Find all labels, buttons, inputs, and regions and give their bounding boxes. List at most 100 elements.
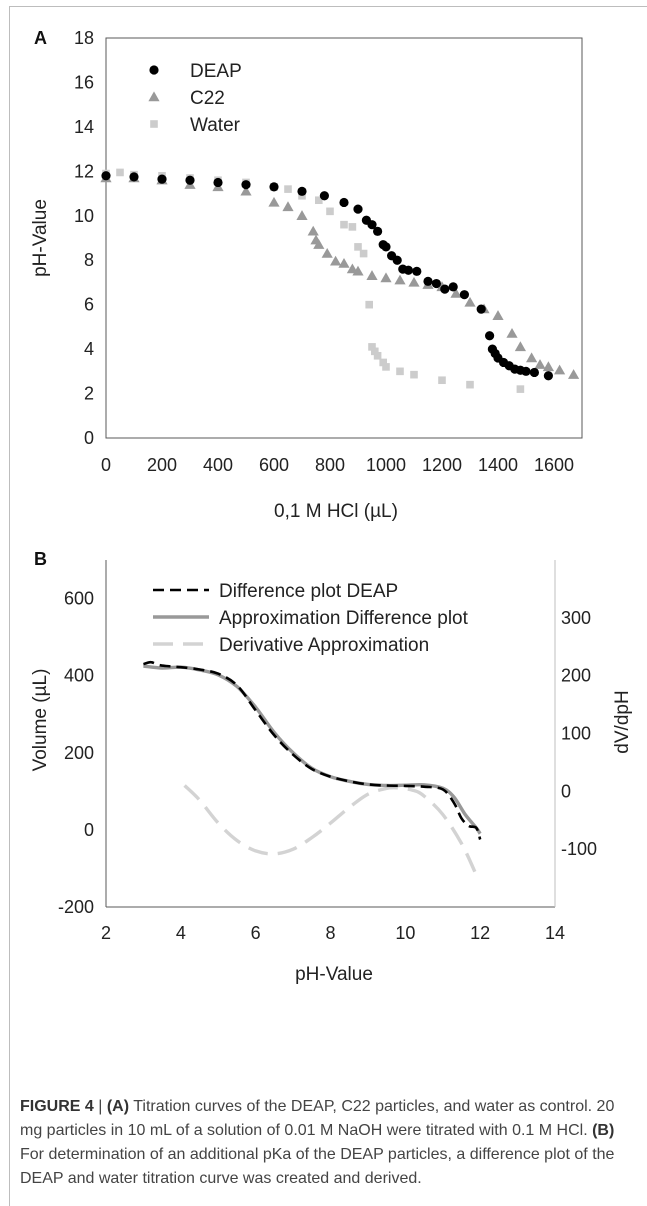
panel-a-y-tick-label: 14 (74, 117, 94, 137)
panel-a-water-point (516, 385, 525, 393)
panel-a-legend-marker-deap (149, 65, 159, 75)
panel-a-legend-marker-water (150, 120, 158, 128)
panel-a-legend-label: DEAP (190, 61, 242, 82)
panel-b-x-tick-label: 10 (395, 923, 415, 943)
panel-a-deap-point (448, 282, 458, 292)
panel-a-y-tick-label: 2 (84, 384, 94, 404)
panel-a-water-point (359, 249, 368, 258)
panel-a-deap-point (431, 278, 441, 289)
panel-a-deap-point (185, 175, 195, 185)
panel-a-water-point (371, 347, 379, 356)
panel-a-legend-label: Water (190, 115, 241, 136)
panel-a-deap-point (485, 331, 495, 341)
panel-a-deap-point (381, 242, 391, 252)
panel-a-x-tick-label: 800 (315, 455, 345, 475)
panel-a-c22-point (380, 272, 392, 283)
panel-a-water-point (116, 168, 124, 177)
panel-b-y2-tick-label: -100 (561, 839, 597, 859)
panel-a-c22-point (352, 265, 364, 276)
panel-a-c22-point (366, 270, 378, 280)
panel-a-y-tick-label: 4 (84, 339, 94, 359)
panel-a-plot: 0 200 400 600 800 1000 1200 1400 1600 0 2 4 6 8 10 12 14… (74, 28, 583, 475)
panel-a-c22-point (526, 352, 538, 363)
caption-part-b-text: For determination of an additional pKa o… (20, 1146, 615, 1187)
panel-a-c22-point (534, 359, 546, 369)
panel-a-x-tick-label: 1000 (366, 455, 406, 475)
panel-a-y-tick-label: 6 (84, 295, 94, 315)
panel-b-y2-tick-label: 100 (561, 724, 591, 744)
panel-a-y-tick-label: 10 (74, 206, 94, 226)
panel-a-deap-point (459, 290, 469, 300)
panel-a-deap-point (543, 371, 554, 381)
figure-frame (9, 6, 647, 1206)
panel-a-water-point (340, 220, 348, 229)
panel-a-c22-point (313, 239, 325, 249)
panel-a-legend-label: C22 (190, 88, 225, 109)
panel-b-y-tick-label: 600 (64, 589, 94, 609)
panel-b-y-tick-label: -200 (58, 897, 94, 917)
panel-b-y-tick-label: 0 (84, 820, 94, 840)
panel-b-series-derivative-approximation (183, 784, 478, 876)
panel-a-c22-point (514, 341, 526, 352)
panel-b-y2-tick-label: 0 (561, 781, 571, 801)
caption-part-a-label: (A) (106, 1098, 130, 1115)
panel-b-y2-tick-label: 200 (561, 666, 591, 686)
panel-b-x-axis-label: pH-Value (295, 964, 373, 985)
panel-b-x-tick-label: 2 (101, 923, 111, 943)
panel-a-deap-point (476, 304, 486, 314)
panel-a-plot-frame (105, 37, 583, 439)
panel-a-deap-point (339, 197, 349, 208)
panel-a-c22-point (568, 369, 580, 379)
panel-a-water-point (396, 367, 404, 376)
panel-a-water-point (354, 243, 362, 251)
panel-a-deap-point (392, 255, 402, 265)
panel-a-c22-point (554, 364, 566, 375)
panel-a-deap-point (529, 367, 540, 378)
panel-a-deap-point (353, 204, 363, 214)
panel-a-x-tick-label: 1600 (534, 455, 574, 475)
panel-a-water-point (373, 351, 382, 360)
panel-b-y2-tick-label: 300 (561, 608, 591, 628)
panel-a-c22-point (408, 276, 420, 287)
figure-canvas: A 0,1 M HCl (µL) pH-Value B pH-Value Vol… (30, 28, 633, 985)
panel-a-letter: A (34, 28, 47, 48)
panel-a-c22-point (492, 310, 504, 320)
panel-a-y-tick-label: 0 (84, 428, 94, 448)
panel-a-c22-point (282, 201, 294, 212)
panel-a-x-tick-label: 400 (203, 455, 233, 475)
panel-a-water-point (365, 300, 373, 309)
panel-a-x-tick-label: 1200 (422, 455, 462, 475)
panel-a-deap-point (440, 284, 450, 294)
panel-a-deap-point (412, 266, 422, 276)
panel-a-deap-point (213, 177, 223, 188)
caption-separator: | (93, 1098, 107, 1115)
panel-a-deap-point (319, 191, 329, 201)
panel-a-y-axis-label: pH-Value (30, 199, 51, 277)
panel-a-x-tick-label: 0 (101, 455, 111, 475)
panel-a-water-point (382, 363, 390, 371)
panel-a-deap-point (403, 265, 413, 275)
panel-a-water-point (348, 223, 357, 231)
panel-a-x-tick-label: 200 (147, 455, 177, 475)
panel-a-deap-point (101, 171, 111, 181)
panel-b-legend-label: Difference plot DEAP (219, 581, 398, 602)
panel-a-c22-point (296, 210, 308, 220)
panel-a-c22-point (450, 287, 462, 298)
panel-a-c22-point (338, 257, 350, 268)
panel-a-water-point (438, 376, 446, 385)
panel-b-x-tick-label: 6 (251, 923, 261, 943)
panel-a-series-c22 (100, 172, 580, 379)
panel-b-y2-axis-label: dV/dpH (612, 690, 633, 753)
panel-a-deap-point (367, 220, 377, 230)
panel-b-legend-label: Derivative Approximation (219, 635, 429, 656)
panel-a-deap-point (521, 366, 531, 376)
panel-a-c22-point (464, 296, 476, 307)
panel-a-deap-point (269, 182, 279, 192)
panel-a-c22-point (542, 361, 554, 372)
panel-b-x-tick-label: 4 (176, 923, 186, 943)
panel-b-y-tick-label: 200 (64, 743, 94, 763)
panel-b-y-axis-label: Volume (µL) (30, 669, 51, 772)
panel-a-water-point (466, 380, 474, 389)
panel-b-x-tick-label: 12 (470, 923, 490, 943)
panel-a-water-point (326, 207, 334, 216)
